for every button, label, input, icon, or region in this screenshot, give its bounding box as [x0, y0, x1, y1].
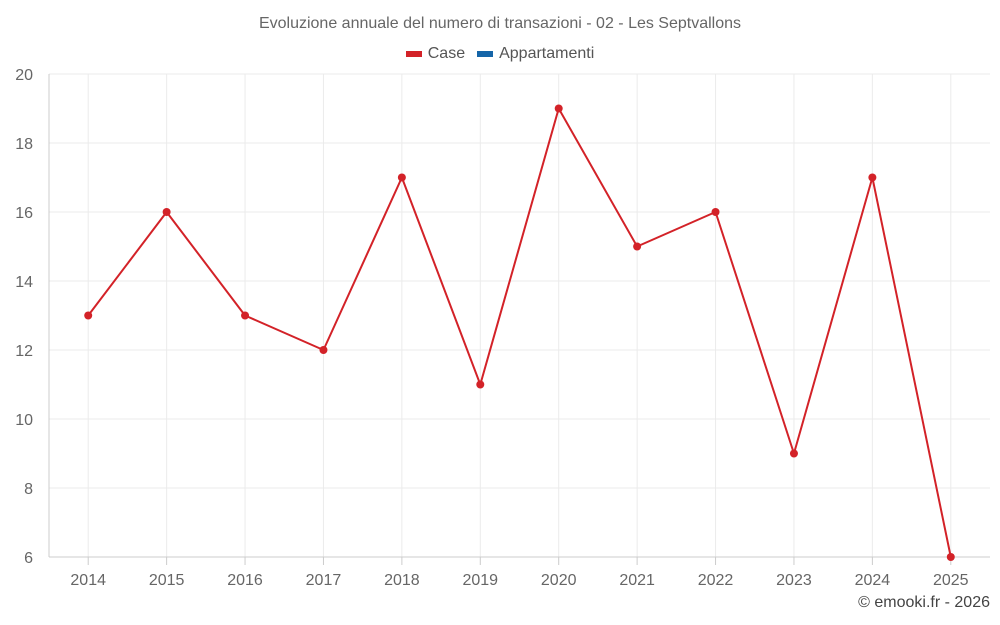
- x-tick-label: 2019: [462, 572, 498, 589]
- data-point[interactable]: [84, 311, 93, 320]
- legend-item-case[interactable]: Case: [405, 45, 466, 63]
- data-point[interactable]: [162, 208, 171, 216]
- legend-label-case: Case: [427, 45, 466, 62]
- credit-text: © emooki.fr - 2026: [858, 594, 990, 611]
- y-tick-label: 10: [15, 412, 33, 429]
- x-tick-label: 2017: [306, 572, 342, 589]
- axes: 6 8 10 12 14 16 18 20 2014 2015 2016 2017 2018 2019 20…: [15, 67, 990, 589]
- y-tick-label: 8: [24, 481, 33, 498]
- y-tick-label: 12: [15, 343, 33, 360]
- data-point[interactable]: [868, 173, 877, 182]
- grid: [49, 73, 990, 557]
- legend: Case Appartamenti: [0, 45, 1000, 63]
- y-tick-label: 18: [15, 136, 33, 153]
- legend-swatch-appartamenti: [477, 51, 494, 57]
- x-tick-label: 2016: [227, 572, 263, 589]
- data-point[interactable]: [789, 449, 798, 458]
- x-tick-label: 2021: [619, 572, 655, 589]
- y-tick-label: 6: [24, 550, 33, 567]
- x-tick-label: 2025: [933, 572, 969, 589]
- data-point[interactable]: [397, 173, 406, 182]
- series: [84, 104, 955, 561]
- data-point[interactable]: [319, 346, 328, 354]
- data-point[interactable]: [476, 380, 485, 389]
- y-tick-label: 16: [15, 205, 33, 222]
- y-tick-label: 14: [15, 274, 33, 291]
- data-point[interactable]: [946, 553, 955, 561]
- x-tick-label: 2014: [70, 572, 106, 589]
- x-tick-label: 2015: [149, 572, 185, 589]
- legend-swatch-case: [405, 51, 422, 57]
- x-tick-label: 2020: [541, 572, 577, 589]
- y-tick-label: 20: [15, 67, 33, 84]
- data-point[interactable]: [633, 242, 642, 251]
- x-tick-label: 2023: [776, 572, 812, 589]
- data-point[interactable]: [241, 311, 250, 320]
- data-point[interactable]: [711, 208, 720, 216]
- x-tick-label: 2018: [384, 572, 420, 589]
- legend-label-appartamenti: Appartamenti: [499, 45, 595, 62]
- data-point[interactable]: [554, 104, 563, 113]
- legend-item-appartamenti[interactable]: Appartamenti: [477, 45, 594, 63]
- series-line-case: [87, 107, 952, 558]
- x-tick-label: 2024: [855, 572, 891, 589]
- x-tick-label: 2022: [698, 572, 734, 589]
- chart-title: Evoluzione annuale del numero di transaz…: [258, 15, 742, 32]
